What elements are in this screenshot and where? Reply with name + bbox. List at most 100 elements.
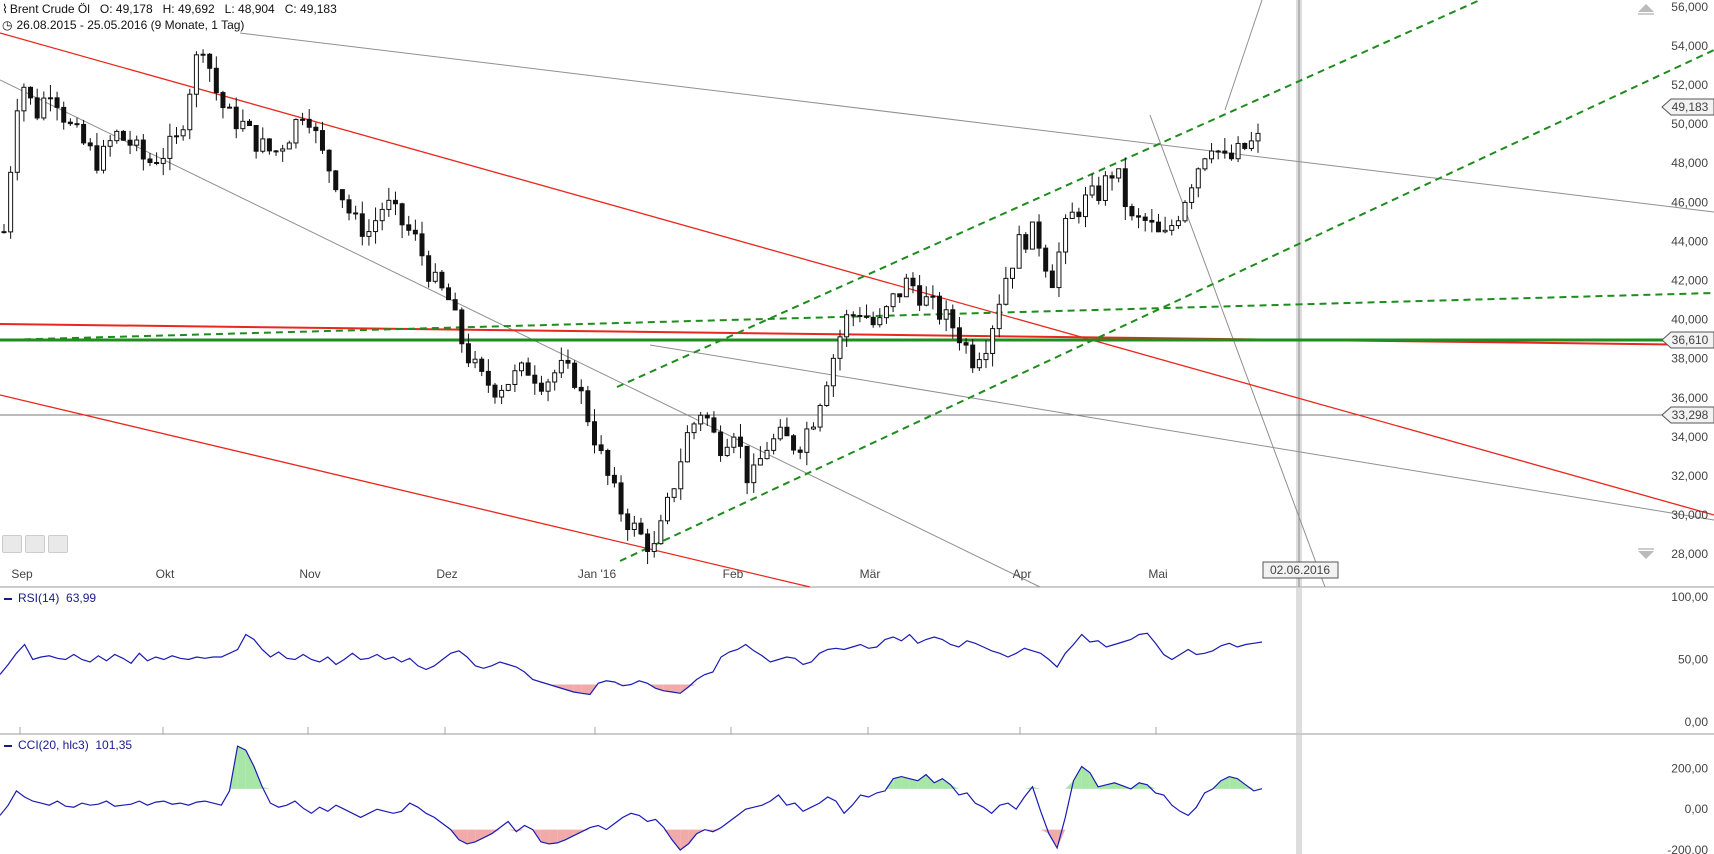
candle-body (1136, 215, 1142, 218)
candle-body (1102, 175, 1108, 201)
candle-body (592, 421, 598, 446)
candle-body (300, 118, 306, 121)
overbought-fill (1081, 766, 1090, 789)
candle-body (446, 287, 452, 301)
candle-body (227, 106, 233, 109)
candle-body (1169, 225, 1175, 231)
candle-body (339, 189, 345, 201)
price-axis: 56,000 54,000 52,000 50,000 48,000 46,000 44,0… (1671, 0, 1708, 561)
candle-body (598, 444, 604, 452)
red-support-line (0, 323, 1714, 346)
candle-body (273, 150, 279, 153)
candle-body (54, 97, 60, 108)
candle-body (160, 157, 166, 164)
candle-body (950, 309, 956, 329)
candle-body (565, 359, 571, 364)
candle-body (319, 130, 325, 151)
oversold-fill (663, 829, 672, 840)
rsi-tick-label: 50,00 (1678, 653, 1708, 667)
download-icon[interactable] (25, 535, 45, 553)
chart-type-icon[interactable]: ⌇ (2, 2, 8, 16)
range-text: 26.08.2015 - 25.05.2016 (9 Monate, 1 Tag… (16, 18, 245, 32)
candle-body (81, 123, 87, 144)
overbought-fill (1065, 780, 1074, 789)
candle-body (731, 436, 737, 448)
scroll-down-icon[interactable] (1638, 551, 1654, 559)
candle-body (14, 110, 20, 173)
candle-body (897, 293, 903, 298)
candle-body (1162, 229, 1168, 233)
cci-label: CCI(20, hlc3) (18, 738, 89, 752)
rsi-label: RSI(14) (18, 591, 60, 605)
candle-body (711, 417, 717, 433)
candle-body (1255, 132, 1261, 142)
price-label-level-text: 33,298 (1672, 408, 1709, 422)
candle-body (386, 199, 392, 210)
candle-body (1215, 150, 1221, 153)
candle-body (200, 53, 206, 56)
price-tick-label: 28,000 (1671, 547, 1708, 561)
month-tick-label: Dez (436, 567, 457, 581)
candle-body (1155, 221, 1161, 233)
candle-body (970, 344, 976, 369)
candle-body (757, 458, 763, 466)
candle-body (286, 142, 292, 150)
rsi-legend-icon[interactable] (4, 597, 12, 600)
clock-icon: ◷ (2, 18, 13, 32)
price-tick-label: 44,000 (1671, 234, 1708, 248)
candle-body (101, 145, 107, 171)
candle-body (923, 296, 929, 306)
oversold-fill (573, 684, 582, 694)
zoom-out-icon[interactable] (2, 535, 22, 553)
candle-body (399, 203, 405, 226)
candle-body (764, 449, 770, 460)
overbought-fill (893, 776, 902, 789)
candle-body (412, 229, 418, 235)
ohlc-close: C: 49,183 (284, 2, 337, 16)
candle-body (611, 474, 617, 484)
candle-body (41, 97, 47, 119)
overbought-fill (1139, 782, 1148, 789)
cci-title: CCI(20, hlc3) 101,35 (4, 738, 132, 752)
oversold-fill (491, 829, 500, 834)
candle-body (552, 372, 558, 383)
cci-tick-label: 200,00 (1671, 761, 1708, 775)
candle-body (452, 299, 458, 311)
menu-icon[interactable] (48, 535, 68, 553)
candle-body (678, 461, 684, 490)
candle-body (193, 54, 199, 95)
candle-body (963, 342, 969, 346)
candle-body (61, 106, 67, 123)
candle-body (618, 482, 624, 515)
candle-body (525, 362, 531, 376)
candle-body (910, 277, 916, 287)
candle-body (1096, 185, 1102, 201)
candle-body (578, 386, 584, 392)
overbought-fill (1032, 786, 1041, 789)
candle-body (187, 93, 193, 131)
candle-body (233, 106, 239, 130)
candle-body (737, 436, 743, 447)
candle-body (718, 431, 724, 457)
candle-body (605, 450, 611, 476)
candle-body (664, 496, 670, 522)
month-tick-label: Jan '16 (578, 567, 617, 581)
candle-body (253, 125, 259, 152)
scroll-up-icon[interactable] (1638, 4, 1654, 12)
candlestick-series (1, 49, 1261, 565)
candle-body (485, 370, 491, 386)
candle-body (804, 428, 810, 453)
candle-body (1, 231, 7, 234)
candle-body (572, 362, 578, 388)
cci-legend-icon[interactable] (4, 744, 12, 747)
candle-body (519, 362, 525, 372)
price-tick-label: 56,000 (1671, 0, 1708, 14)
gray-trendline-2 (0, 79, 1041, 588)
price-tick-label: 34,000 (1671, 430, 1708, 444)
candle-body (1235, 142, 1241, 160)
candle-body (771, 438, 777, 451)
candle-body (359, 213, 365, 237)
red-trendline-1 (0, 32, 1714, 516)
candle-body (956, 327, 962, 344)
overbought-fill (237, 746, 246, 789)
